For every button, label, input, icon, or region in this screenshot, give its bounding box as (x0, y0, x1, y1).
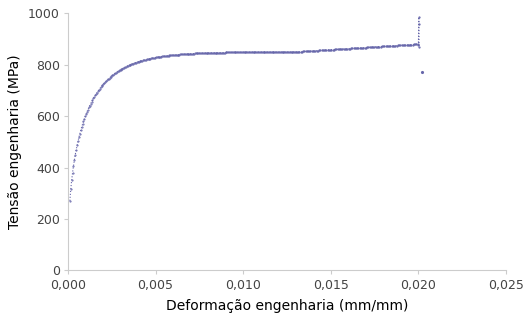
Y-axis label: Tensão engenharia (MPa): Tensão engenharia (MPa) (9, 55, 22, 229)
X-axis label: Deformação engenharia (mm/mm): Deformação engenharia (mm/mm) (166, 299, 408, 313)
